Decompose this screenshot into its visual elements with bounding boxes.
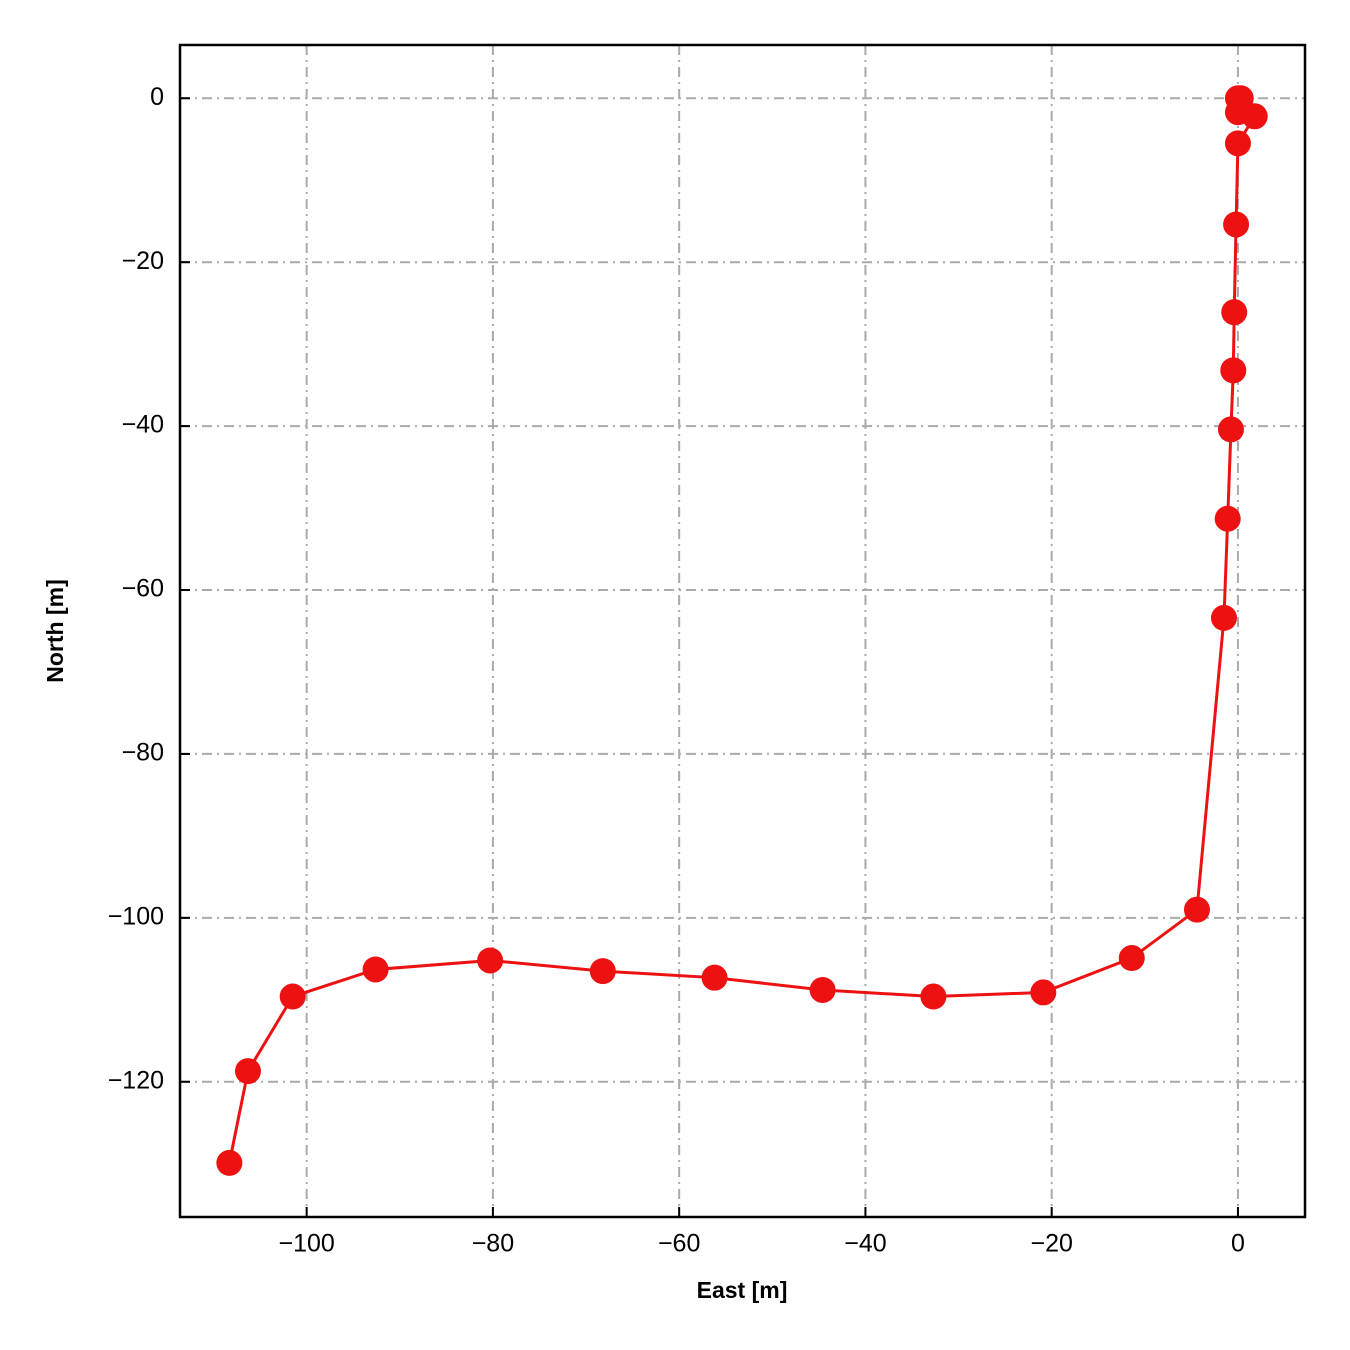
x-tick-label: 0: [1231, 1230, 1245, 1258]
marker: [1223, 211, 1250, 238]
marker: [1241, 103, 1268, 130]
marker: [1210, 604, 1237, 631]
x-tick-label: −40: [844, 1230, 886, 1258]
marker: [809, 976, 836, 1003]
marker: [477, 947, 504, 974]
y-axis-label: North [m]: [42, 579, 68, 682]
marker: [701, 964, 728, 991]
y-tick-label: −60: [122, 575, 164, 603]
marker: [234, 1058, 261, 1085]
marker: [1221, 299, 1248, 326]
y-tick-label: 0: [150, 83, 164, 111]
marker: [1224, 130, 1251, 157]
x-tick-label: −60: [658, 1230, 700, 1258]
y-tick-label: −100: [108, 902, 164, 930]
x-tick-label: −100: [278, 1230, 334, 1258]
marker: [920, 983, 947, 1010]
marker: [1030, 979, 1057, 1006]
marker: [589, 958, 616, 985]
marker: [1220, 357, 1247, 384]
marker: [1214, 505, 1241, 532]
y-tick-label: −80: [122, 739, 164, 767]
y-tick-label: −40: [122, 411, 164, 439]
marker: [1183, 896, 1210, 923]
x-tick-label: −80: [472, 1230, 514, 1258]
marker: [1118, 945, 1145, 972]
marker: [216, 1149, 243, 1176]
x-axis-label: East [m]: [697, 1277, 788, 1303]
marker: [279, 983, 306, 1010]
marker: [1217, 416, 1244, 443]
series-line: [227, 96, 1258, 1164]
y-tick-label: −20: [122, 247, 164, 275]
x-tick-label: −20: [1030, 1230, 1072, 1258]
plot-frame: [178, 43, 1307, 1219]
marker: [362, 956, 389, 983]
y-tick-label: −120: [108, 1066, 164, 1094]
